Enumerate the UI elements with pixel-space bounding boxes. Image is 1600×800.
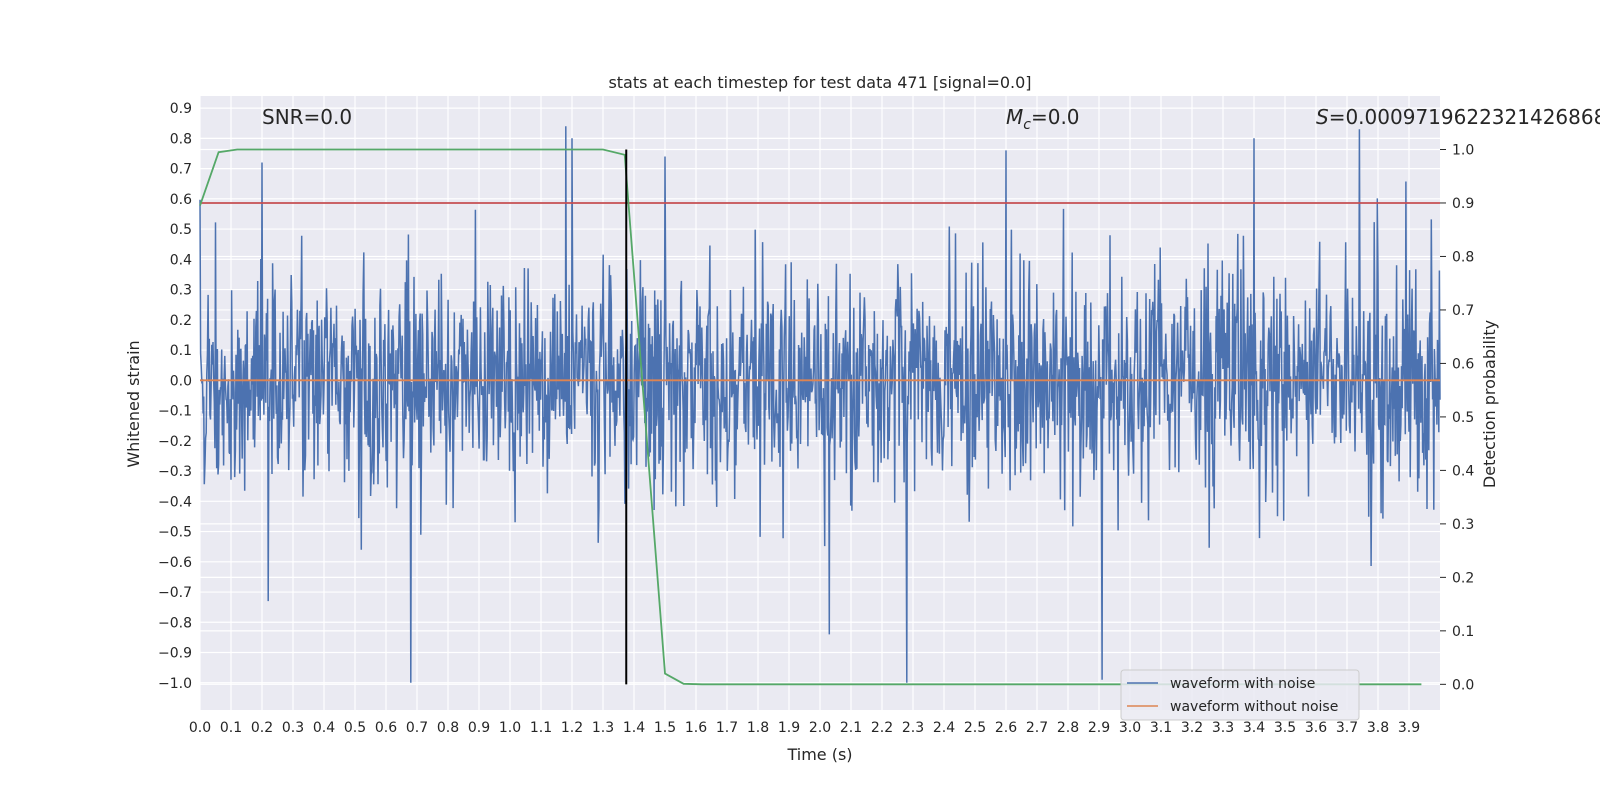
annotation-mc-sub: c bbox=[1023, 117, 1031, 133]
x-tick-label: 3.8 bbox=[1367, 720, 1389, 736]
legend-box bbox=[1120, 669, 1360, 721]
y-tick-label: −0.1 bbox=[158, 404, 192, 420]
y2-tick-label: 0.6 bbox=[1452, 356, 1474, 372]
x-tick-label: 2.7 bbox=[1026, 720, 1048, 736]
series-waveform-with-noise bbox=[199, 126, 1441, 683]
x-tick-label: 1.0 bbox=[499, 720, 521, 736]
x-tick-label: 0.6 bbox=[375, 720, 397, 736]
x-tick-label: 3.6 bbox=[1305, 720, 1327, 736]
y2-axis-ticks: 1.0 0.9 0.8 0.7 0.6 0.5 0.4 0.3 0.2 0.1 0.0 bbox=[1440, 142, 1474, 693]
y-tick-label: 0.9 bbox=[170, 101, 192, 117]
x-tick-label: 1.2 bbox=[561, 720, 583, 736]
y2-tick-label: 0.1 bbox=[1452, 624, 1474, 640]
annotation-mc: Mc=0.0 bbox=[1006, 105, 1080, 133]
x-tick-label: 3.9 bbox=[1398, 720, 1420, 736]
annotation-mc-value: =0.0 bbox=[1031, 105, 1080, 129]
x-tick-label: 2.8 bbox=[1057, 720, 1079, 736]
x-tick-label: 2.1 bbox=[840, 720, 862, 736]
y-tick-label: 0.6 bbox=[170, 192, 192, 208]
x-tick-label: 0.7 bbox=[406, 720, 428, 736]
x-tick-label: 3.5 bbox=[1274, 720, 1296, 736]
y-tick-label: −1.0 bbox=[158, 676, 192, 692]
y2-tick-label: 0.0 bbox=[1452, 677, 1474, 693]
y-tick-label: 0.8 bbox=[170, 131, 192, 147]
x-tick-label: 3.7 bbox=[1336, 720, 1358, 736]
y-tick-label: −0.9 bbox=[158, 646, 192, 662]
x-tick-label: 2.4 bbox=[933, 720, 955, 736]
x-tick-label: 1.4 bbox=[623, 720, 645, 736]
chart-title: stats at each timestep for test data 471… bbox=[608, 73, 1031, 92]
legend-label-clean: waveform without noise bbox=[1170, 699, 1338, 715]
y2-tick-label: 0.2 bbox=[1452, 570, 1474, 586]
x-tick-label: 2.3 bbox=[902, 720, 924, 736]
x-tick-label: 3.4 bbox=[1243, 720, 1265, 736]
x-tick-label: 2.6 bbox=[995, 720, 1017, 736]
x-tick-label: 0.0 bbox=[189, 720, 211, 736]
x-tick-label: 0.3 bbox=[282, 720, 304, 736]
x-tick-label: 1.5 bbox=[654, 720, 676, 736]
y-tick-label: 0.1 bbox=[170, 343, 192, 359]
x-tick-label: 3.2 bbox=[1181, 720, 1203, 736]
probability-line bbox=[199, 148, 1422, 686]
annotation-mc-symbol: M bbox=[1006, 105, 1023, 129]
x-tick-label: 1.6 bbox=[685, 720, 707, 736]
y-axis-ticks: 0.9 0.8 0.7 0.6 0.5 0.4 0.3 0.2 0.1 0.0 −0.1 −0.2 −0… bbox=[158, 101, 192, 692]
x-tick-label: 0.8 bbox=[437, 720, 459, 736]
annotation-s: S=0.0009719622321426868 bbox=[1316, 105, 1600, 129]
y-tick-label: −0.4 bbox=[158, 494, 192, 510]
noise-line bbox=[199, 126, 1441, 683]
y-tick-label: −0.8 bbox=[158, 615, 192, 631]
y2-tick-label: 1.0 bbox=[1452, 142, 1474, 158]
y-tick-label: 0.5 bbox=[170, 222, 192, 238]
legend-label-noise: waveform with noise bbox=[1170, 676, 1315, 692]
y-tick-label: −0.5 bbox=[158, 525, 192, 541]
y2-tick-label: 0.9 bbox=[1452, 196, 1474, 212]
y-tick-label: 0.0 bbox=[170, 373, 192, 389]
x-tick-label: 1.8 bbox=[747, 720, 769, 736]
y2-tick-label: 0.7 bbox=[1452, 303, 1474, 319]
y-tick-label: 0.3 bbox=[170, 283, 192, 299]
x-tick-label: 1.7 bbox=[716, 720, 738, 736]
y2-tick-label: 0.4 bbox=[1452, 463, 1474, 479]
x-tick-label: 0.1 bbox=[220, 720, 242, 736]
x-tick-label: 0.2 bbox=[251, 720, 273, 736]
annotation-snr: SNR=0.0 bbox=[262, 105, 352, 129]
y-tick-label: −0.6 bbox=[158, 555, 192, 571]
y2-tick-label: 0.8 bbox=[1452, 249, 1474, 265]
y2-axis-label: Detection probability bbox=[1480, 320, 1499, 488]
y2-tick-label: 0.3 bbox=[1452, 517, 1474, 533]
x-axis-ticks: 0.0 0.1 0.2 0.3 0.4 0.5 0.6 0.7 0.8 0.9 1.0 1.1 1.2 1… bbox=[189, 720, 1420, 736]
x-tick-label: 1.1 bbox=[530, 720, 552, 736]
annotation-s-value: =0.0009719622321426868 bbox=[1329, 105, 1600, 129]
y-tick-label: −0.2 bbox=[158, 434, 192, 450]
y-tick-label: 0.7 bbox=[170, 162, 192, 178]
x-axis-label: Time (s) bbox=[786, 745, 852, 764]
y-tick-label: −0.3 bbox=[158, 464, 192, 480]
x-tick-label: 3.0 bbox=[1119, 720, 1141, 736]
y-tick-label: 0.4 bbox=[170, 252, 192, 268]
x-tick-label: 0.4 bbox=[313, 720, 335, 736]
annotation-s-symbol: S bbox=[1316, 105, 1329, 129]
x-tick-label: 0.9 bbox=[468, 720, 490, 736]
x-tick-label: 0.5 bbox=[344, 720, 366, 736]
x-tick-label: 2.9 bbox=[1088, 720, 1110, 736]
legend: waveform with noise waveform without noi… bbox=[1120, 669, 1360, 721]
x-tick-label: 3.3 bbox=[1212, 720, 1234, 736]
x-tick-label: 3.1 bbox=[1150, 720, 1172, 736]
x-tick-label: 1.3 bbox=[592, 720, 614, 736]
x-tick-label: 2.5 bbox=[964, 720, 986, 736]
x-tick-label: 1.9 bbox=[778, 720, 800, 736]
x-tick-label: 2.0 bbox=[809, 720, 831, 736]
y-tick-label: −0.7 bbox=[158, 585, 192, 601]
y-tick-label: 0.2 bbox=[170, 313, 192, 329]
y-axis-label: Whitened strain bbox=[124, 340, 143, 467]
series-detection-probability bbox=[199, 148, 1422, 686]
x-tick-label: 2.2 bbox=[871, 720, 893, 736]
y2-tick-label: 0.5 bbox=[1452, 410, 1474, 426]
